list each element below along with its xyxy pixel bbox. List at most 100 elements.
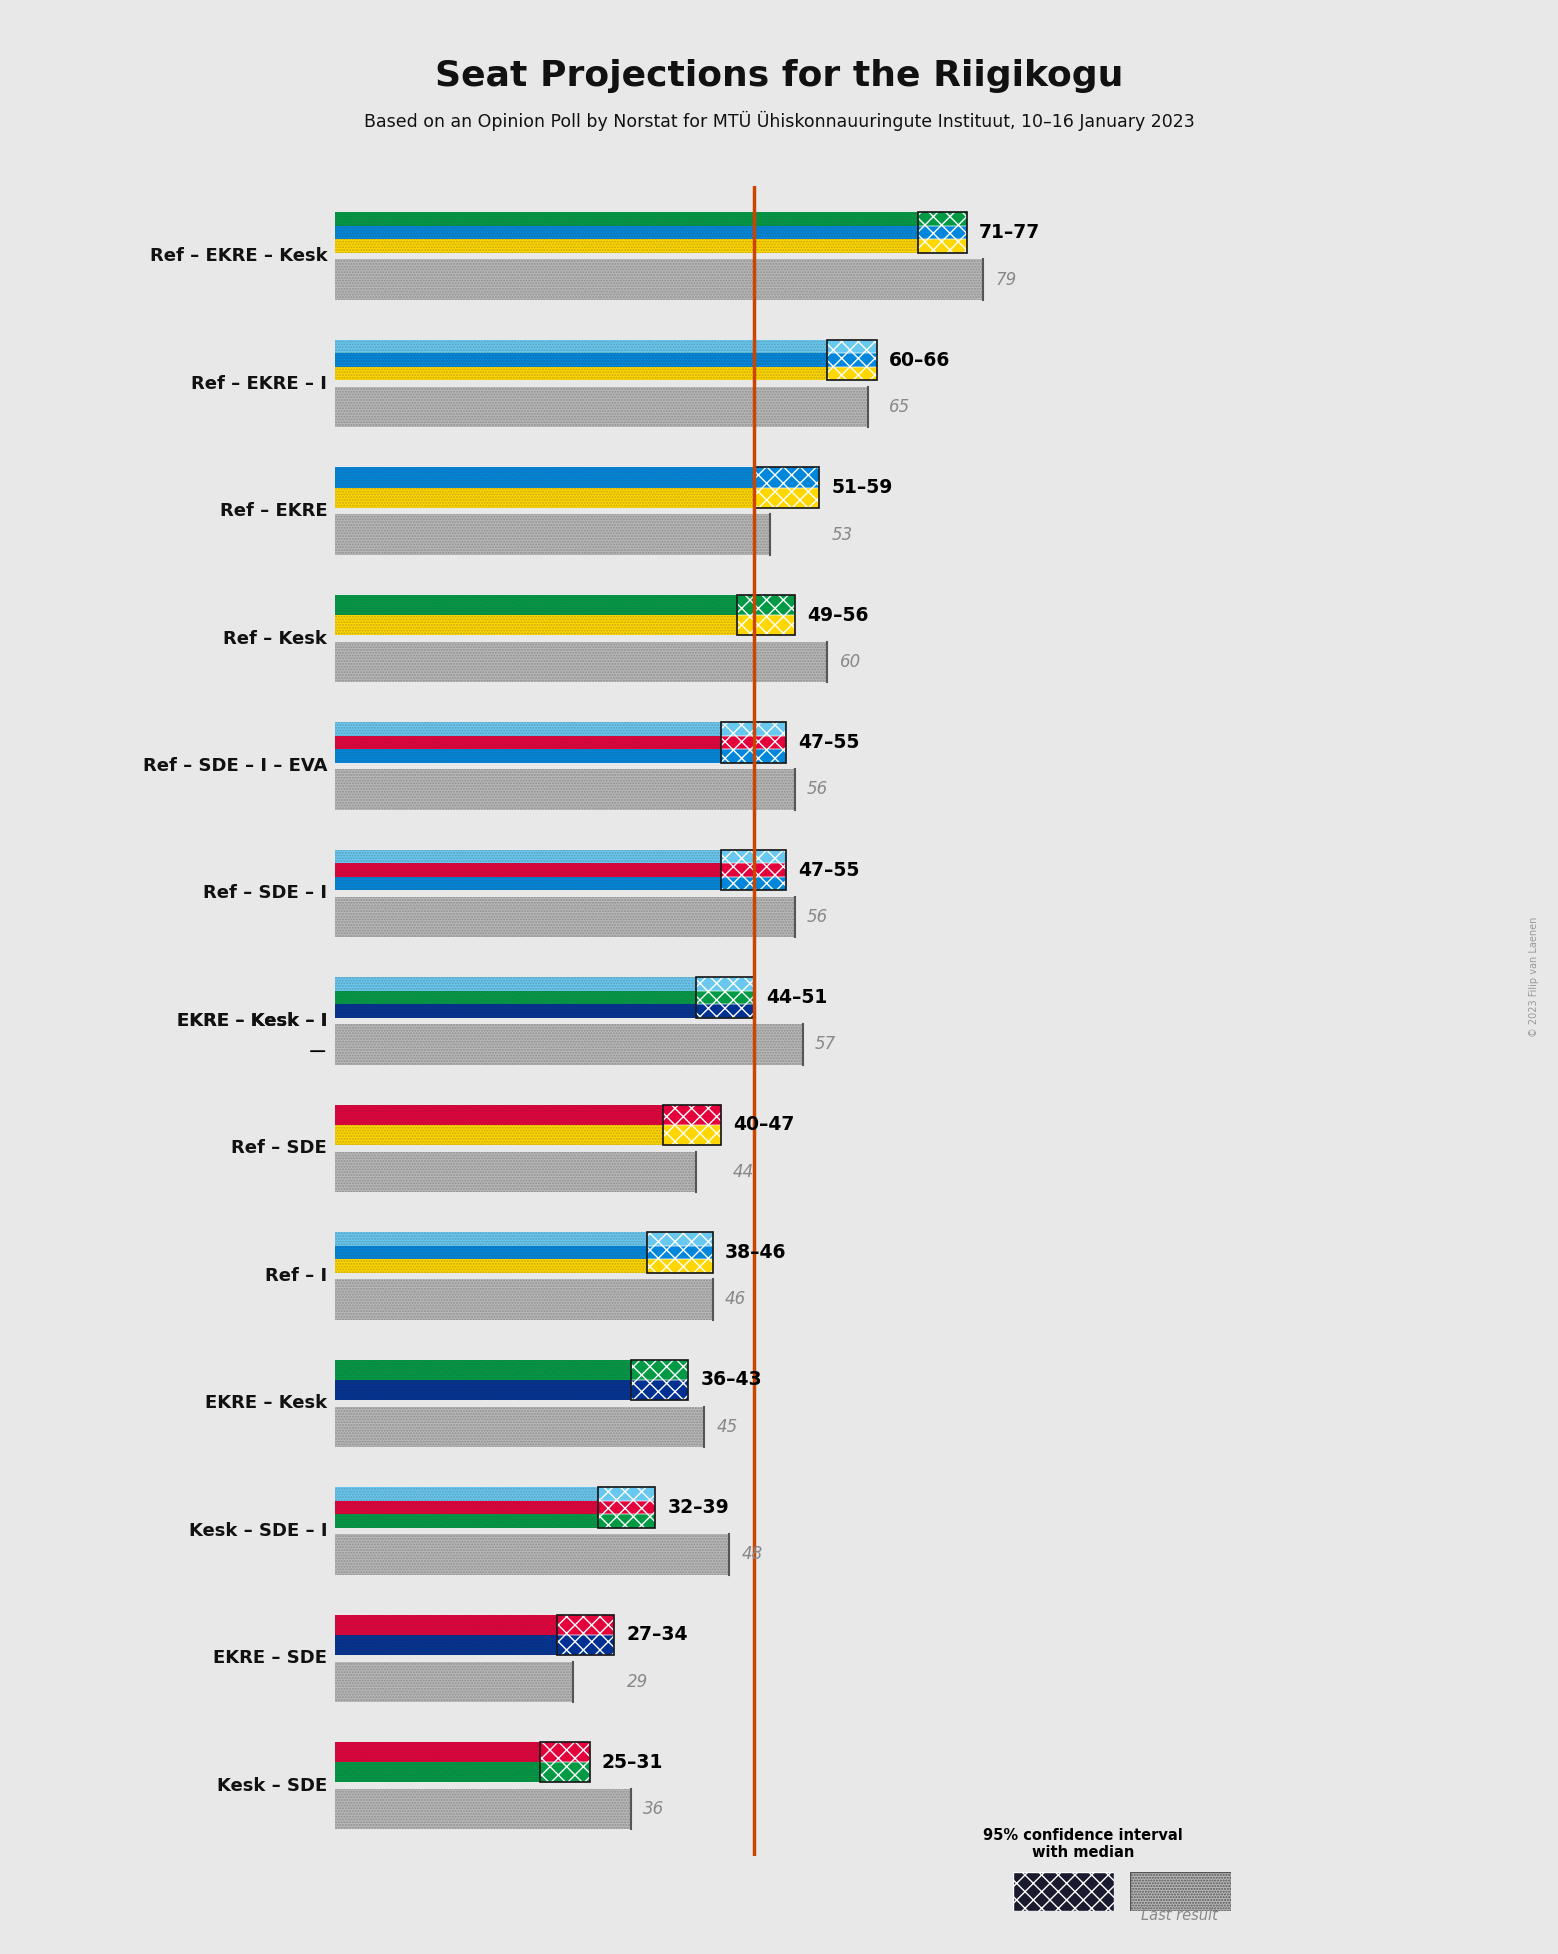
Bar: [335, 213, 968, 252]
Bar: [335, 616, 795, 635]
Bar: [827, 340, 877, 381]
Bar: [631, 1360, 689, 1380]
Bar: [335, 977, 754, 1018]
Bar: [335, 864, 787, 877]
Bar: [335, 737, 787, 748]
Text: 57: 57: [815, 1036, 837, 1053]
Bar: [335, 354, 877, 367]
Bar: [664, 1126, 721, 1145]
Text: 29: 29: [626, 1673, 648, 1690]
Bar: [737, 594, 795, 616]
Bar: [335, 748, 787, 762]
Bar: [335, 1487, 656, 1501]
Bar: [631, 1360, 689, 1401]
Bar: [696, 977, 754, 991]
Bar: [754, 467, 820, 488]
Bar: [335, 977, 754, 991]
Text: Ref – SDE – I – EVA: Ref – SDE – I – EVA: [143, 756, 327, 776]
Bar: [918, 238, 968, 252]
Text: Ref – EKRE – Kesk: Ref – EKRE – Kesk: [150, 246, 327, 266]
Bar: [918, 213, 968, 252]
Bar: [647, 1233, 712, 1272]
Bar: [335, 514, 770, 555]
Bar: [556, 1635, 614, 1655]
Bar: [918, 227, 968, 238]
Bar: [335, 387, 868, 428]
Bar: [335, 488, 820, 508]
Bar: [335, 594, 795, 635]
Bar: [335, 1790, 631, 1829]
Text: 79: 79: [996, 270, 1017, 289]
Bar: [754, 467, 820, 508]
Bar: [335, 227, 968, 238]
Bar: [335, 1024, 802, 1065]
Bar: [631, 1360, 689, 1380]
Bar: [721, 877, 787, 891]
Bar: [827, 367, 877, 381]
Text: Ref – SDE – I: Ref – SDE – I: [203, 885, 327, 903]
Bar: [721, 737, 787, 748]
Bar: [696, 977, 754, 991]
Bar: [827, 367, 877, 381]
Text: 46: 46: [724, 1290, 746, 1309]
Bar: [664, 1126, 721, 1145]
Bar: [335, 1635, 614, 1655]
Text: EKRE – Kesk: EKRE – Kesk: [206, 1395, 327, 1413]
Bar: [335, 1501, 656, 1514]
Text: 47–55: 47–55: [799, 733, 860, 752]
Text: 25–31: 25–31: [601, 1753, 664, 1772]
Bar: [598, 1501, 656, 1514]
Bar: [754, 488, 820, 508]
Bar: [631, 1380, 689, 1401]
Bar: [737, 616, 795, 635]
Bar: [335, 260, 983, 299]
Text: 44: 44: [734, 1163, 754, 1180]
Bar: [664, 1104, 721, 1126]
Text: Seat Projections for the Riigikogu: Seat Projections for the Riigikogu: [435, 59, 1123, 92]
Bar: [556, 1614, 614, 1635]
Bar: [827, 354, 877, 367]
Bar: [647, 1233, 712, 1247]
Bar: [335, 1233, 712, 1247]
Text: Last result: Last result: [1140, 1907, 1218, 1923]
Text: 95% confidence interval
with median: 95% confidence interval with median: [983, 1827, 1183, 1860]
Bar: [335, 723, 787, 762]
Bar: [721, 723, 787, 737]
Bar: [918, 238, 968, 252]
Bar: [918, 213, 968, 227]
Bar: [335, 1487, 656, 1528]
Bar: [737, 594, 795, 635]
Text: Kesk – SDE: Kesk – SDE: [217, 1776, 327, 1796]
Bar: [918, 227, 968, 238]
Text: Ref – EKRE – I: Ref – EKRE – I: [192, 375, 327, 393]
Bar: [335, 1104, 721, 1126]
Bar: [335, 897, 795, 938]
Text: © 2023 Filip van Laenen: © 2023 Filip van Laenen: [1530, 916, 1539, 1038]
Bar: [335, 1360, 689, 1401]
Bar: [556, 1635, 614, 1655]
Text: EKRE – Kesk – I: EKRE – Kesk – I: [176, 1012, 327, 1030]
Bar: [721, 850, 787, 864]
Text: 51–59: 51–59: [832, 479, 893, 496]
Bar: [754, 467, 820, 488]
Bar: [647, 1258, 712, 1272]
Bar: [335, 850, 787, 891]
Bar: [696, 991, 754, 1004]
Bar: [335, 1661, 573, 1702]
Bar: [335, 1790, 631, 1829]
Bar: [647, 1247, 712, 1258]
Bar: [335, 1407, 704, 1448]
Bar: [335, 1024, 802, 1065]
Bar: [541, 1743, 589, 1763]
Text: 49–56: 49–56: [807, 606, 868, 625]
Bar: [335, 1614, 614, 1655]
Text: 45: 45: [717, 1419, 738, 1436]
Bar: [721, 723, 787, 762]
Bar: [696, 1004, 754, 1018]
Bar: [335, 238, 968, 252]
Bar: [335, 877, 787, 891]
Text: 47–55: 47–55: [799, 860, 860, 879]
Bar: [335, 1233, 712, 1272]
Bar: [664, 1104, 721, 1126]
Bar: [918, 213, 968, 227]
